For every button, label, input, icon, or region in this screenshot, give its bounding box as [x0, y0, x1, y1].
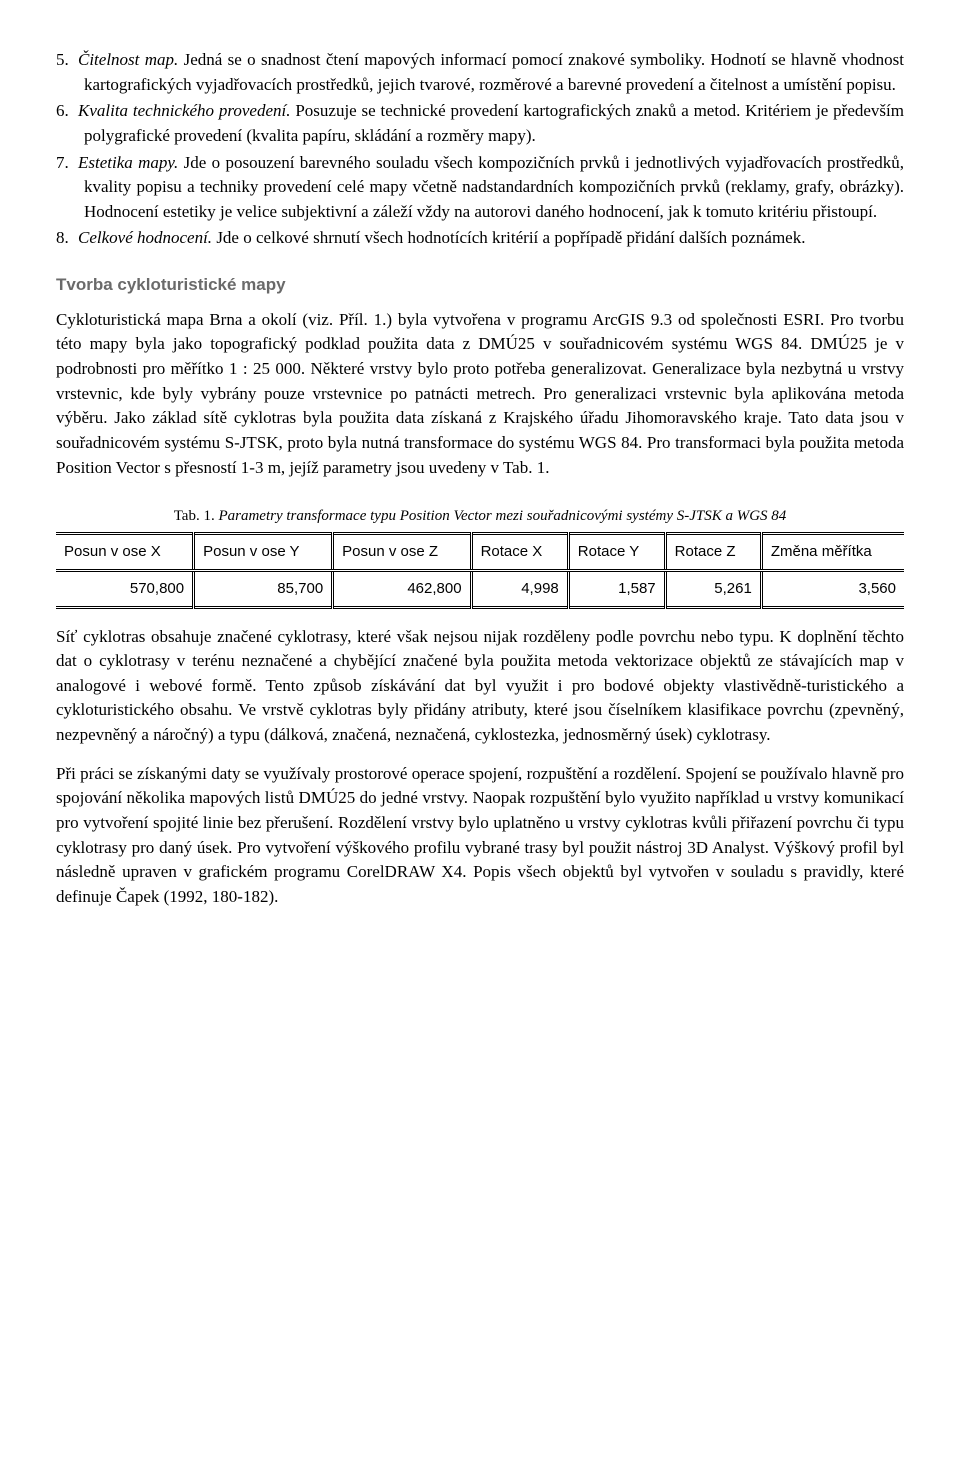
- list-term: Celkové hodnocení.: [78, 228, 212, 247]
- parameters-table: Posun v ose XPosun v ose YPosun v ose ZR…: [56, 532, 904, 609]
- list-text: Jedná se o snadnost čtení mapových infor…: [84, 50, 904, 94]
- paragraph-2: Síť cyklotras obsahuje značené cyklotras…: [56, 625, 904, 748]
- list-term: Estetika mapy.: [78, 153, 178, 172]
- table-header-cell: Změna měřítka: [761, 534, 904, 571]
- list-text: Jde o celkové shrnutí všech hodnotících …: [212, 228, 805, 247]
- table-cell: 85,700: [194, 570, 333, 607]
- list-term: Kvalita technického provedení.: [78, 101, 291, 120]
- table-cell: 5,261: [665, 570, 761, 607]
- list-item: 7.Estetika mapy. Jde o posouzení barevné…: [56, 151, 904, 225]
- list-number: 8.: [56, 226, 78, 251]
- paragraph-1: Cykloturistická mapa Brna a okolí (viz. …: [56, 308, 904, 480]
- table-caption-prefix: Tab. 1.: [174, 508, 219, 524]
- table-cell: 3,560: [761, 570, 904, 607]
- table-header-cell: Posun v ose Y: [194, 534, 333, 571]
- table-header-cell: Posun v ose Z: [333, 534, 471, 571]
- table-header-row: Posun v ose XPosun v ose YPosun v ose ZR…: [56, 534, 904, 571]
- list-term: Čitelnost map.: [78, 50, 178, 69]
- table-caption-italic: Parametry transformace typu Position Vec…: [218, 508, 786, 524]
- table-cell: 4,998: [471, 570, 568, 607]
- paragraph-3: Při práci se získanými daty se využívaly…: [56, 762, 904, 910]
- section-heading: Tvorba cykloturistické mapy: [56, 273, 904, 298]
- table-caption: Tab. 1. Parametry transformace typu Posi…: [56, 506, 904, 528]
- table-cell: 1,587: [568, 570, 665, 607]
- table-header-cell: Rotace Y: [568, 534, 665, 571]
- table-header-cell: Posun v ose X: [56, 534, 194, 571]
- list-item: 5.Čitelnost map. Jedná se o snadnost čte…: [56, 48, 904, 97]
- list-item: 6.Kvalita technického provedení. Posuzuj…: [56, 99, 904, 148]
- list-number: 6.: [56, 99, 78, 124]
- table-header-cell: Rotace X: [471, 534, 568, 571]
- table-cell: 570,800: [56, 570, 194, 607]
- list-item: 8.Celkové hodnocení. Jde o celkové shrnu…: [56, 226, 904, 251]
- table-header-cell: Rotace Z: [665, 534, 761, 571]
- table-cell: 462,800: [333, 570, 471, 607]
- list-number: 5.: [56, 48, 78, 73]
- list-text: Jde o posouzení barevného souladu všech …: [84, 153, 904, 221]
- criteria-list: 5.Čitelnost map. Jedná se o snadnost čte…: [56, 48, 904, 251]
- table-row: 570,80085,700462,8004,9981,5875,2613,560: [56, 570, 904, 607]
- list-number: 7.: [56, 151, 78, 176]
